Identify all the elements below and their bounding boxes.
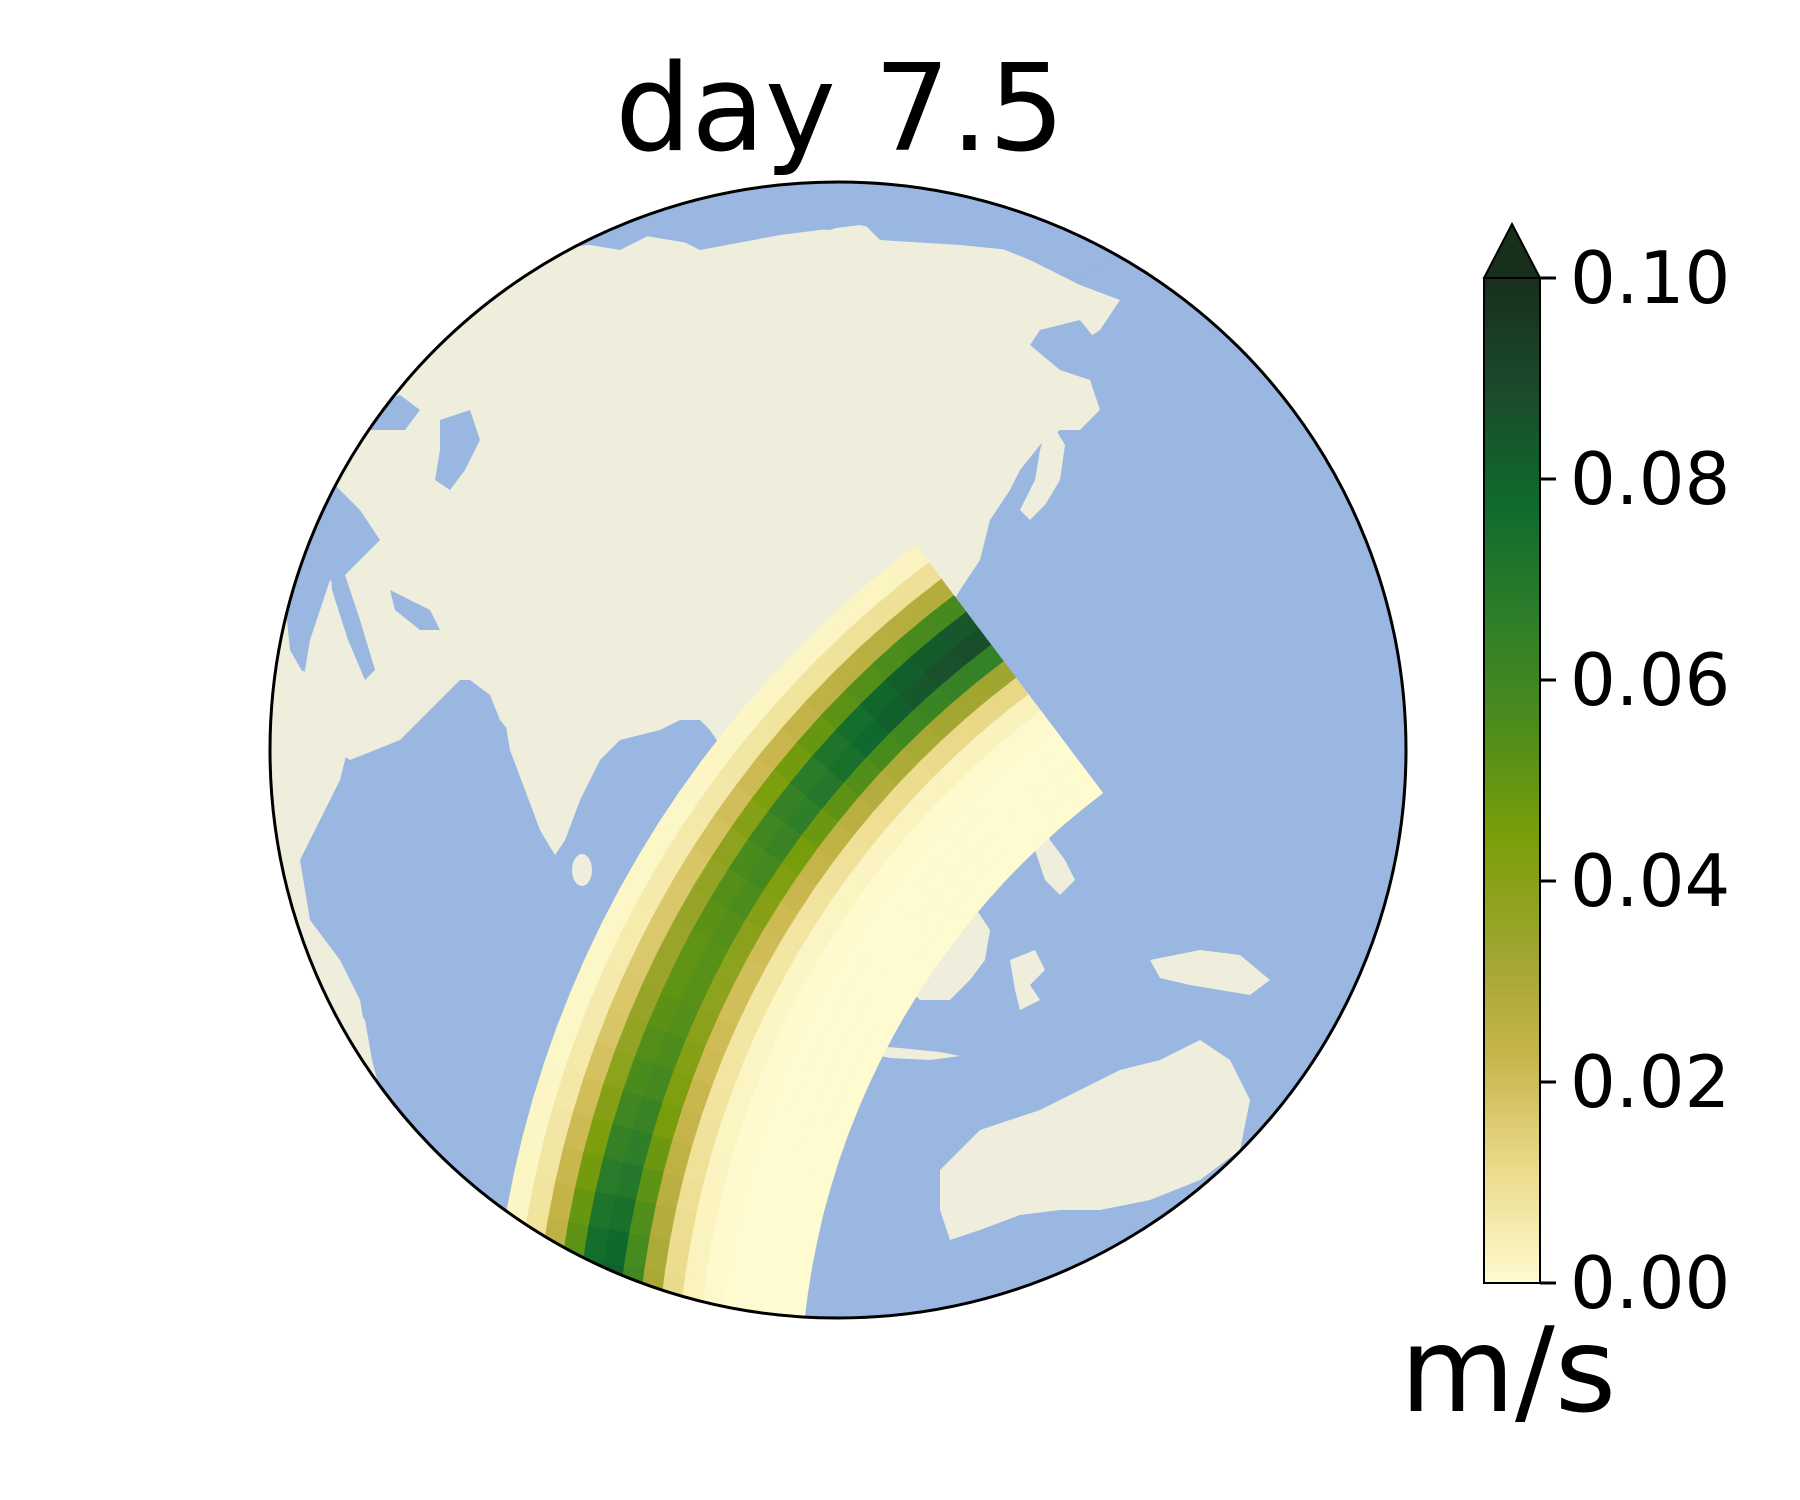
- madagascar-land: [348, 1000, 380, 1095]
- field-cell: [495, 1247, 522, 1289]
- globe-outline: [268, 180, 1408, 1320]
- field-cell: [717, 1370, 738, 1400]
- red-sea: [330, 560, 375, 680]
- field-cell: [677, 1337, 699, 1369]
- field-cell: [780, 1345, 802, 1374]
- field-cell: [657, 1303, 682, 1318]
- field-cell: [492, 1285, 518, 1318]
- field-cell: [511, 1325, 534, 1363]
- field-cell: [532, 1327, 555, 1364]
- field-cell: [635, 1367, 656, 1400]
- field-cell: [698, 1307, 723, 1318]
- new-guinea-land: [1150, 950, 1270, 995]
- colorbar-tick-label: 0.10: [1570, 236, 1731, 320]
- field-cell: [516, 1250, 543, 1291]
- field-cell: [780, 1316, 805, 1318]
- field-cell: [655, 1368, 676, 1400]
- colorbar-gradient: [1483, 277, 1541, 1284]
- eurasia-land: [270, 220, 1120, 1100]
- field-cell: [533, 1289, 559, 1318]
- field-cell: [719, 1309, 744, 1318]
- wind-field-band: [490, 544, 1104, 1401]
- field-cell: [779, 1372, 800, 1400]
- okhotsk-sea: [1040, 320, 1100, 370]
- sri-lanka-land: [572, 854, 592, 886]
- field-cell: [885, 544, 930, 586]
- field-cell: [635, 1334, 657, 1368]
- field-cell: [573, 1330, 596, 1366]
- field-cell: [552, 1364, 573, 1400]
- field-cell: [554, 1292, 579, 1318]
- field-cell: [677, 1305, 703, 1318]
- field-cell: [697, 1339, 719, 1370]
- field-cell: [512, 1287, 538, 1318]
- india-land: [500, 690, 620, 855]
- colorbar: [1482, 221, 1556, 1285]
- field-cell: [739, 1342, 761, 1372]
- australia-land: [940, 1040, 1250, 1240]
- colorbar-tick-label: 0.08: [1570, 437, 1731, 521]
- field-cell: [759, 1343, 781, 1372]
- field-cell: [595, 1296, 620, 1318]
- field-cell: [738, 1371, 759, 1400]
- field-cell: [573, 1365, 594, 1400]
- field-cell: [536, 1253, 563, 1294]
- field-cell: [718, 1340, 740, 1371]
- field-cell: [557, 1256, 584, 1296]
- plot-title: day 7.5: [615, 40, 1065, 179]
- caspian-sea: [435, 410, 480, 490]
- field-cell: [676, 1369, 697, 1400]
- field-cell: [491, 1324, 514, 1363]
- field-cell: [697, 1369, 718, 1400]
- persian-gulf: [390, 590, 440, 630]
- field-cell: [553, 1328, 576, 1365]
- colorbar-tick-label: 0.04: [1570, 839, 1731, 923]
- field-cell: [759, 1372, 780, 1401]
- colorbar-tick-label: 0.00: [1570, 1241, 1731, 1325]
- field-cell: [531, 1363, 552, 1400]
- field-cell: [594, 1331, 617, 1366]
- field-cell: [739, 1311, 764, 1318]
- colorbar-extend-arrow: [1482, 221, 1542, 279]
- sulawesi-land: [1010, 950, 1045, 1010]
- field-cell: [760, 1314, 785, 1318]
- field-cell: [511, 1363, 532, 1400]
- field-cell: [614, 1366, 635, 1400]
- colorbar-unit-label: m/s: [1400, 1301, 1617, 1439]
- field-cell: [615, 1298, 641, 1318]
- field-cell: [574, 1294, 600, 1318]
- field-cell: [615, 1333, 637, 1367]
- field-cell: [490, 1362, 511, 1400]
- field-cell: [593, 1366, 614, 1400]
- field-cell: [636, 1300, 661, 1318]
- japan-land: [1020, 420, 1065, 520]
- colorbar-tick-label: 0.06: [1570, 638, 1731, 722]
- field-cell: [656, 1336, 678, 1369]
- colorbar-ticks: [1540, 276, 1556, 1285]
- colorbar-tick-label: 0.02: [1570, 1040, 1731, 1124]
